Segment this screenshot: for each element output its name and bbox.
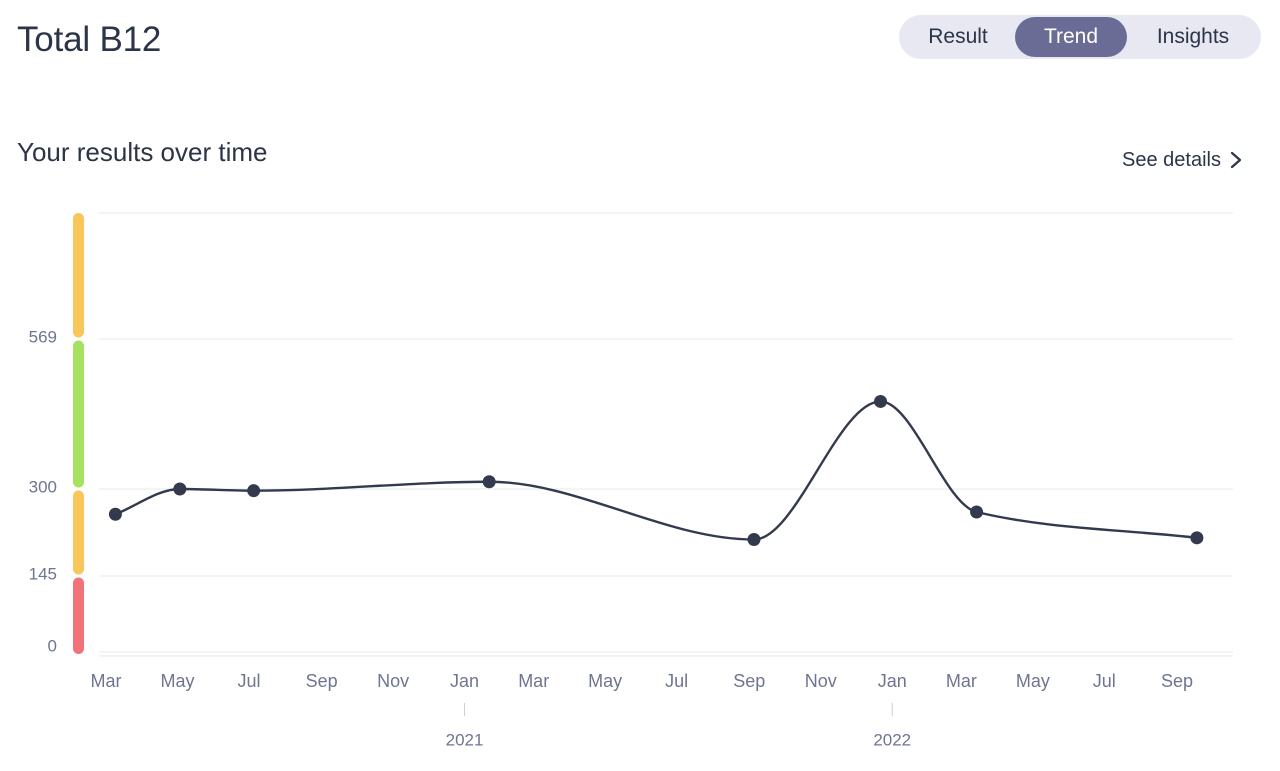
chevron-right-icon — [1230, 151, 1242, 169]
data-point[interactable] — [108, 507, 122, 521]
x-tick-label: Jan — [878, 671, 907, 691]
x-tick-label: May — [588, 671, 622, 691]
data-point[interactable] — [247, 484, 261, 498]
y-tick-label: 0 — [48, 636, 57, 655]
page-title: Total B12 — [17, 20, 162, 59]
data-point[interactable] — [1190, 531, 1204, 545]
range-band-borderline — [73, 490, 84, 575]
x-tick-label: Jul — [1093, 671, 1116, 691]
x-tick-label: Nov — [377, 671, 409, 691]
tab-insights[interactable]: Insights — [1156, 25, 1230, 48]
trend-line — [114, 400, 1199, 541]
range-band-normal — [73, 340, 84, 488]
data-point[interactable] — [970, 505, 984, 519]
x-tick-label: Mar — [518, 671, 549, 691]
data-point[interactable] — [747, 533, 761, 547]
x-tick-label: Sep — [306, 671, 338, 691]
y-tick-label: 145 — [29, 564, 57, 583]
data-point[interactable] — [173, 482, 187, 496]
x-tick-label: Jan — [450, 671, 479, 691]
x-tick-label: Sep — [1161, 671, 1193, 691]
y-tick-label: 300 — [29, 477, 57, 496]
range-band-high — [73, 213, 84, 338]
tab-trend[interactable]: Trend — [1015, 17, 1127, 57]
x-tick-label: Jul — [237, 671, 260, 691]
x-tick-label: Sep — [733, 671, 765, 691]
section-title: Your results over time — [17, 137, 268, 167]
y-tick-label: 569 — [29, 327, 57, 346]
x-tick-label: Nov — [805, 671, 837, 691]
x-tick-label: Jul — [665, 671, 688, 691]
see-details-label: See details — [1122, 148, 1221, 171]
x-tick-label: May — [1016, 671, 1050, 691]
x-tick-label: May — [160, 671, 194, 691]
x-tick-label: Mar — [946, 671, 977, 691]
year-label: 2022 — [873, 730, 911, 749]
year-label: 2021 — [446, 730, 484, 749]
data-point[interactable] — [874, 394, 888, 408]
x-tick-label: Mar — [91, 671, 122, 691]
view-tabs: Result Trend Insights — [899, 15, 1261, 59]
see-details-link[interactable]: See details — [1122, 145, 1243, 175]
tab-result[interactable]: Result — [928, 25, 988, 48]
range-band-low — [73, 577, 84, 654]
data-point[interactable] — [482, 475, 496, 489]
